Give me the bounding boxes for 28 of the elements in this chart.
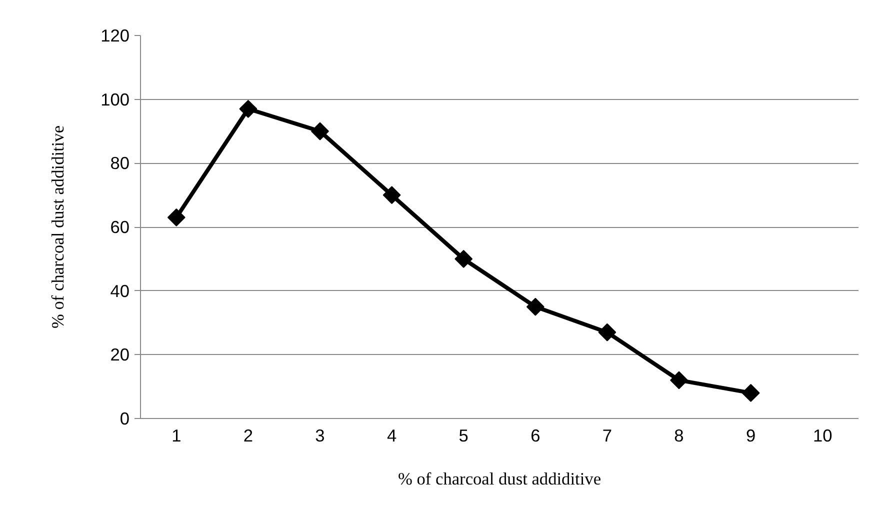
point (598, 323, 616, 342)
point (239, 100, 258, 118)
x-tick-label: 3 (315, 426, 325, 446)
point (454, 250, 473, 268)
x-tick-label: 10 (812, 426, 832, 446)
x-tick-label: 1 (172, 426, 182, 446)
x-tick-label: 7 (602, 426, 612, 446)
y-tick-label: 100 (100, 89, 130, 110)
point (526, 298, 544, 316)
point (742, 384, 760, 402)
y-axis-title: % of charcoal dust addiditive (48, 125, 68, 329)
y-tick-label: 0 (120, 408, 130, 428)
y-tick-label: 120 (100, 26, 130, 46)
y-tick-label: 80 (110, 153, 130, 174)
x-tick-label: 4 (386, 426, 397, 446)
y-tick-label: 40 (110, 280, 130, 301)
point (382, 186, 401, 204)
point (670, 371, 688, 390)
x-axis-title: % of charcoal dust addiditive (398, 470, 602, 488)
x-tick-label: 8 (674, 426, 684, 446)
x-tick-label: 6 (530, 426, 540, 446)
x-tick-label: 2 (243, 426, 254, 446)
x-tick-label: 5 (458, 426, 468, 446)
y-tick-label: 60 (110, 217, 130, 237)
x-tick-label: 9 (746, 426, 756, 446)
point (311, 122, 329, 140)
point (167, 208, 186, 226)
y-tick-label: 20 (110, 344, 130, 365)
